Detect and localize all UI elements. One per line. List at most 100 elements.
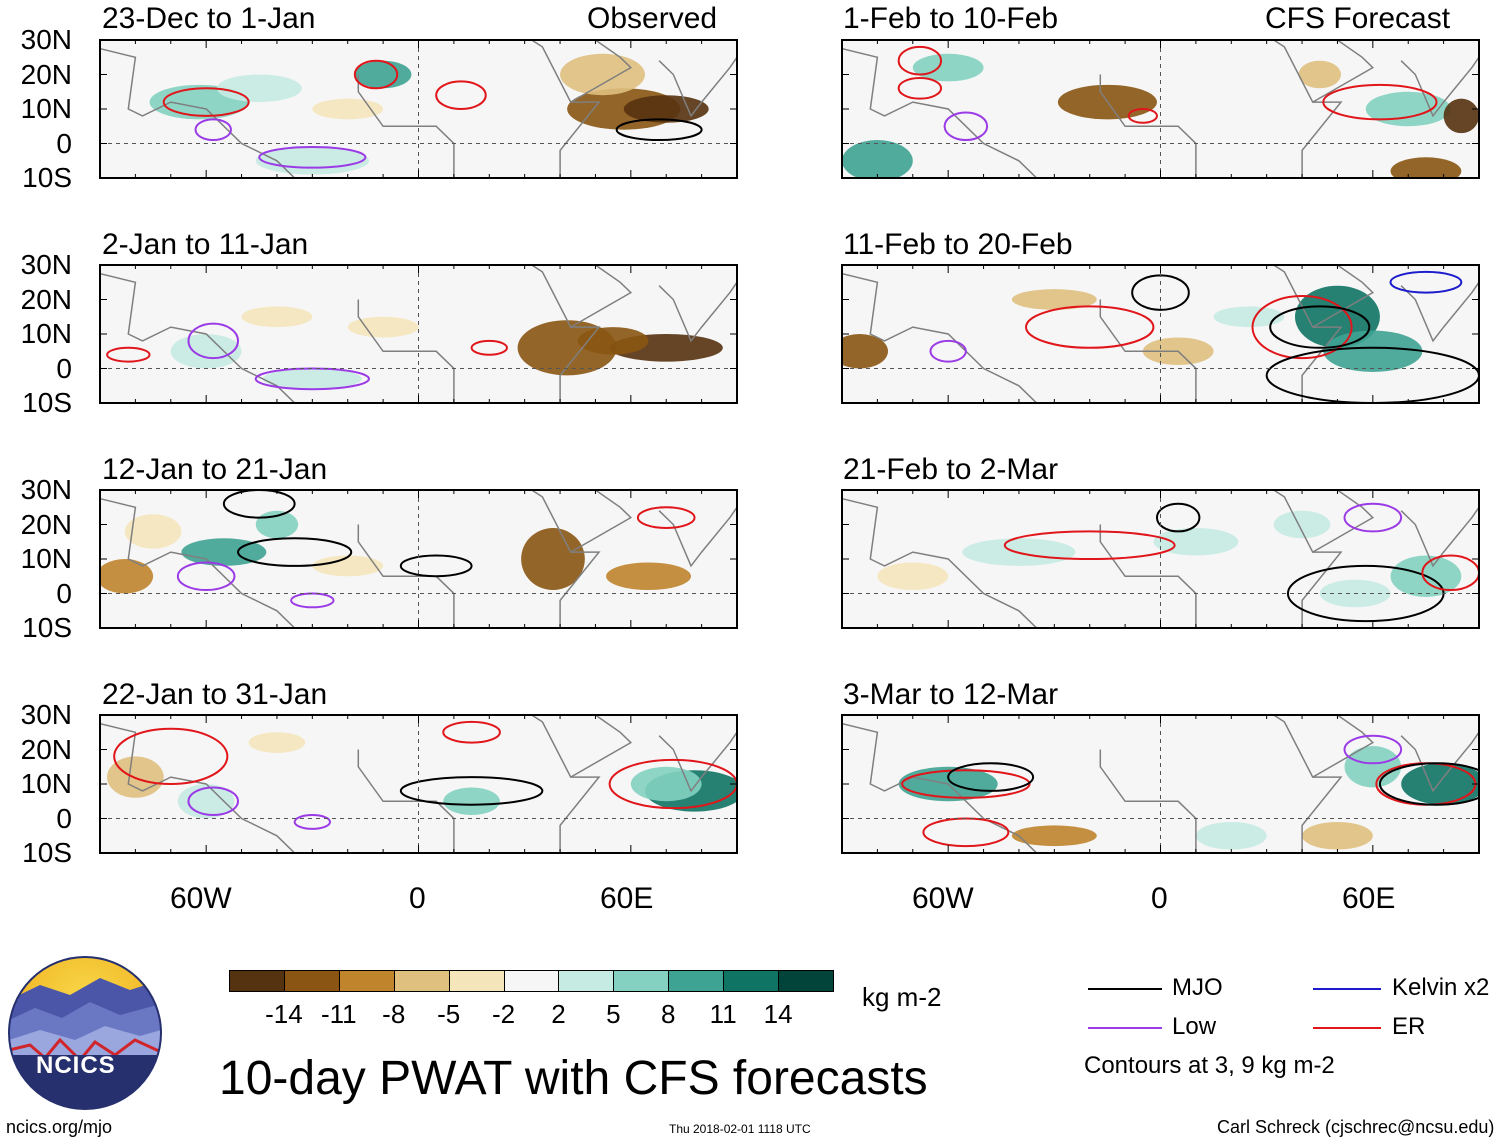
colorbar-segment <box>668 970 725 992</box>
coastline <box>100 722 296 853</box>
pwat-anomaly-patch <box>443 787 500 816</box>
lat-tick-label: 10S <box>22 837 72 868</box>
coastline <box>100 497 296 628</box>
wave-contour <box>1343 502 1403 533</box>
pwat-anomaly-patch <box>606 562 691 591</box>
wave-contour <box>470 339 508 356</box>
wave-contour <box>290 592 335 609</box>
map-frame <box>99 39 738 179</box>
colorbar-segment <box>723 970 780 992</box>
coastline <box>648 265 737 343</box>
colorbar-tick-label: -14 <box>265 999 303 1029</box>
map-panel-6 <box>841 264 1480 404</box>
main-title: 10-day PWAT with CFS forecasts <box>219 1052 928 1105</box>
coastline <box>648 40 737 118</box>
coastline <box>1390 490 1479 568</box>
map-frame <box>99 264 738 404</box>
lat-tick-label: 0 <box>56 577 72 609</box>
coastline <box>357 715 601 853</box>
panel-title-5: 1-Feb to 10-Feb <box>843 2 1059 35</box>
logo-text: NCICS <box>36 1052 116 1079</box>
lat-tick-label: 10S <box>22 387 72 418</box>
map-frame <box>841 489 1480 629</box>
coastline <box>1390 715 1479 793</box>
pwat-anomaly-patch <box>1390 157 1462 178</box>
coastline <box>648 715 737 793</box>
pwat-anomaly-patch <box>912 53 984 82</box>
coastline <box>1284 490 1375 553</box>
timestamp: Thu 2018-02-01 1118 UTC <box>669 1122 811 1136</box>
wave-contour <box>187 786 240 817</box>
lon-tick-60w-right: 60W <box>912 882 974 915</box>
legend-line-kelvin <box>1313 988 1381 990</box>
map-panel-1 <box>99 39 738 179</box>
map-panel-3 <box>99 489 738 629</box>
pwat-anomaly-patch <box>262 368 362 390</box>
wave-contour <box>442 720 501 744</box>
coastline <box>542 265 633 328</box>
colorbar-segment <box>393 970 450 992</box>
legend-label-kelvin: Kelvin x2 <box>1392 974 1490 1001</box>
wave-contour <box>1322 83 1438 121</box>
coastline <box>1099 715 1343 853</box>
author-credit: Carl Schreck (cjschrec@ncsu.edu) <box>1217 1117 1495 1137</box>
colorbar-tick-label: 14 <box>763 999 793 1029</box>
lon-tick-60e-right: 60E <box>1342 882 1396 915</box>
wave-contour <box>113 727 229 786</box>
lat-tick-label: 10N <box>20 768 72 799</box>
pwat-anomaly-patch <box>248 732 306 753</box>
lat-tick-label: 30N <box>20 24 72 55</box>
wave-contour <box>293 814 332 830</box>
panel-title-6: 11-Feb to 20-Feb <box>843 228 1073 261</box>
pwat-anomaly-patch <box>1213 306 1285 328</box>
wave-contour <box>222 490 296 519</box>
lat-tick-label: 20N <box>20 508 72 540</box>
colorbar-segment <box>558 970 615 992</box>
pwat-anomaly-patch <box>1195 821 1267 850</box>
pwat-anomaly-patch <box>1365 91 1451 127</box>
colorbar-segment <box>503 970 560 992</box>
legend-label-mjo: MJO <box>1172 974 1223 1001</box>
pwat-anomaly-patch <box>1298 60 1341 89</box>
legend-note: Contours at 3, 9 kg m-2 <box>1084 1052 1335 1079</box>
colorbar-segment <box>613 970 670 992</box>
coastline <box>1099 265 1343 403</box>
panel-title-3: 12-Jan to 21-Jan <box>102 453 328 486</box>
lat-tick-label: 10N <box>20 543 72 574</box>
pwat-anomaly-patch <box>1323 330 1423 372</box>
wave-contour <box>1343 734 1403 765</box>
pwat-anomaly-patch <box>347 316 419 338</box>
colorbar-tick-label: 8 <box>661 999 676 1029</box>
wave-contour <box>399 776 544 806</box>
wave-contour <box>897 76 943 100</box>
pwat-anomaly-patch <box>1153 527 1239 556</box>
colorbar-segment <box>448 970 505 992</box>
pwat-anomaly-patch <box>630 766 702 802</box>
pwat-anomaly-patch <box>560 53 645 96</box>
wave-contour <box>176 561 236 592</box>
map-panel-5 <box>841 39 1480 179</box>
legend-line-mjo <box>1088 988 1162 990</box>
pwat-anomaly-patch <box>1011 289 1097 310</box>
panel-title-1: 23-Dec to 1-Jan <box>102 2 316 35</box>
coastline <box>100 272 296 403</box>
ncics-logo <box>9 957 161 1109</box>
map-frame <box>841 714 1480 854</box>
wave-contour <box>1127 108 1158 124</box>
legend-label-er: ER <box>1392 1013 1426 1040</box>
pwat-anomaly-patch <box>623 95 709 123</box>
lat-tick-label: 0 <box>56 352 72 384</box>
wave-contour <box>1389 270 1463 294</box>
wave-contour <box>1025 305 1155 349</box>
coastline <box>1390 40 1479 118</box>
colorbar <box>229 970 834 994</box>
website-link[interactable]: ncics.org/mjo <box>6 1117 113 1137</box>
coastline <box>357 265 601 403</box>
lat-tick-label: 30N <box>20 474 72 505</box>
colorbar-tick-label: -8 <box>382 999 406 1029</box>
colorbar-units: kg m-2 <box>862 982 942 1012</box>
wave-contour <box>353 59 399 90</box>
wave-contour <box>106 346 151 363</box>
map-frame <box>99 714 738 854</box>
wave-contour <box>258 145 367 169</box>
